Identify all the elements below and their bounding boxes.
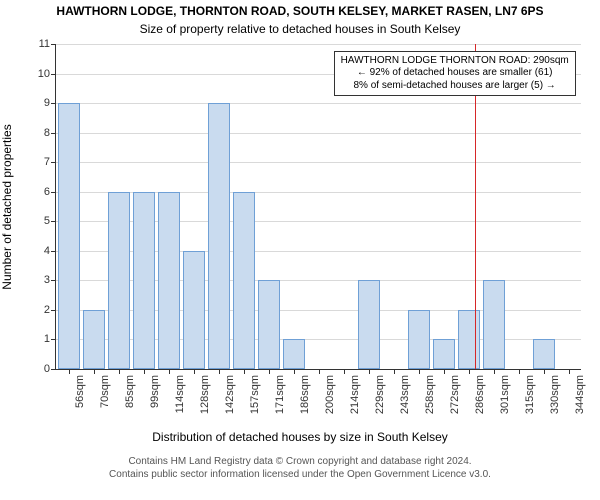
ytick-mark (51, 221, 56, 222)
bar (483, 280, 505, 369)
xtick-label: 114sqm (174, 375, 186, 413)
bar (133, 192, 155, 369)
ytick-label: 10 (38, 68, 50, 80)
y-axis-label: Number of detached properties (0, 124, 14, 289)
ytick-mark (51, 103, 56, 104)
xtick-label: 186sqm (299, 375, 311, 414)
xtick-mark (369, 369, 370, 374)
annotation-line1: HAWTHORN LODGE THORNTON ROAD: 290sqm (341, 55, 569, 68)
ytick-mark (51, 369, 56, 370)
chart-container: HAWTHORN LODGE, THORNTON ROAD, SOUTH KEL… (0, 0, 600, 500)
xtick-label: 315sqm (524, 375, 536, 414)
xtick-label: 272sqm (449, 375, 461, 414)
ytick-mark (51, 74, 56, 75)
ytick-mark (51, 133, 56, 134)
footer-line2: Contains public sector information licen… (0, 468, 600, 481)
xtick-mark (194, 369, 195, 374)
xtick-label: 344sqm (574, 375, 586, 414)
ytick-label: 5 (44, 215, 50, 227)
ytick-label: 11 (39, 38, 50, 50)
ytick-mark (51, 192, 56, 193)
xtick-label: 286sqm (474, 375, 486, 414)
ytick-label: 2 (44, 304, 50, 316)
xtick-mark (144, 369, 145, 374)
xtick-mark (544, 369, 545, 374)
xtick-mark (394, 369, 395, 374)
bar (58, 103, 80, 369)
xtick-label: 99sqm (149, 375, 161, 408)
annotation-line2: ← 92% of detached houses are smaller (61… (341, 67, 569, 80)
xtick-label: 85sqm (124, 375, 136, 408)
xtick-mark (519, 369, 520, 374)
xtick-mark (469, 369, 470, 374)
xtick-mark (294, 369, 295, 374)
bar (158, 192, 180, 369)
xtick-mark (119, 369, 120, 374)
bar (533, 339, 555, 369)
xtick-mark (344, 369, 345, 374)
xtick-mark (244, 369, 245, 374)
ytick-mark (51, 162, 56, 163)
ytick-mark (51, 251, 56, 252)
xtick-mark (169, 369, 170, 374)
xtick-mark (269, 369, 270, 374)
xtick-label: 243sqm (399, 375, 411, 414)
annotation-box: HAWTHORN LODGE THORNTON ROAD: 290sqm ← 9… (334, 51, 576, 97)
xtick-label: 330sqm (549, 375, 561, 414)
xtick-mark (69, 369, 70, 374)
bar (283, 339, 305, 369)
gridline (56, 44, 581, 45)
annotation-line3: 8% of semi-detached houses are larger (5… (341, 80, 569, 93)
xtick-mark (494, 369, 495, 374)
ytick-mark (51, 280, 56, 281)
xtick-mark (419, 369, 420, 374)
ytick-label: 1 (44, 333, 50, 345)
bar (108, 192, 130, 369)
ytick-label: 7 (44, 156, 50, 168)
xtick-label: 70sqm (99, 375, 111, 408)
bar (208, 103, 230, 369)
xtick-label: 171sqm (274, 375, 286, 414)
gridline (56, 162, 581, 163)
ytick-label: 6 (44, 186, 50, 198)
chart-subtitle: Size of property relative to detached ho… (0, 22, 600, 36)
xtick-label: 142sqm (224, 375, 236, 414)
chart-title: HAWTHORN LODGE, THORNTON ROAD, SOUTH KEL… (0, 4, 600, 18)
bar (358, 280, 380, 369)
ytick-label: 9 (44, 97, 50, 109)
bar (258, 280, 280, 369)
x-axis-label: Distribution of detached houses by size … (0, 430, 600, 444)
xtick-mark (94, 369, 95, 374)
xtick-mark (569, 369, 570, 374)
ytick-mark (51, 44, 56, 45)
xtick-mark (219, 369, 220, 374)
plot-area: 0123456789101156sqm70sqm85sqm99sqm114sqm… (55, 44, 581, 370)
ytick-label: 3 (44, 274, 50, 286)
bar (408, 310, 430, 369)
footer-line1: Contains HM Land Registry data © Crown c… (0, 455, 600, 468)
xtick-mark (444, 369, 445, 374)
xtick-label: 214sqm (349, 375, 361, 414)
xtick-mark (319, 369, 320, 374)
ytick-mark (51, 310, 56, 311)
ytick-label: 4 (44, 245, 50, 257)
xtick-label: 128sqm (199, 375, 211, 414)
xtick-label: 157sqm (249, 375, 261, 414)
ytick-mark (51, 339, 56, 340)
ytick-label: 0 (44, 363, 50, 375)
xtick-label: 258sqm (424, 375, 436, 414)
xtick-label: 200sqm (324, 375, 336, 414)
xtick-label: 56sqm (74, 375, 86, 408)
bar (433, 339, 455, 369)
xtick-label: 301sqm (499, 375, 511, 414)
footer: Contains HM Land Registry data © Crown c… (0, 455, 600, 481)
xtick-label: 229sqm (374, 375, 386, 414)
gridline (56, 133, 581, 134)
ytick-label: 8 (44, 127, 50, 139)
bar (458, 310, 480, 369)
bar (83, 310, 105, 369)
gridline (56, 103, 581, 104)
bar (233, 192, 255, 369)
bar (183, 251, 205, 369)
